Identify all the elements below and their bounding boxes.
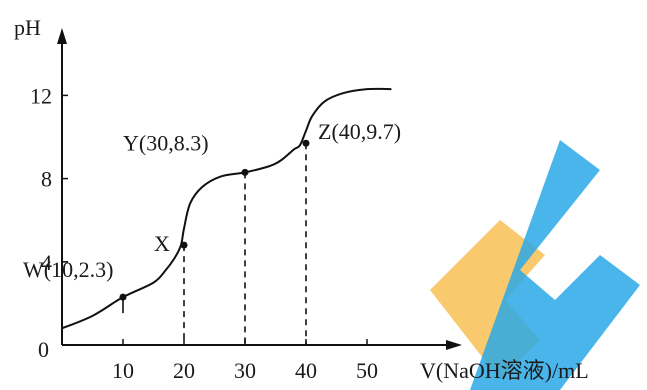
y-tick-label: 4 [41,250,52,275]
point-label: Y(30,8.3) [123,130,209,155]
axes: 10 20 30 40 50 4 8 12 [30,28,462,383]
x-axis-arrow [446,340,462,350]
y-tick-label: 8 [41,167,52,192]
data-point [302,139,310,147]
y-tick-label: 12 [30,83,52,108]
dashed-guides [122,143,307,345]
origin-label: 0 [38,337,49,362]
titration-curve [61,87,392,330]
data-point [241,168,249,176]
marked-points: W(10,2.3) X Y(30,8.3) Z(40,9.7) [23,119,401,301]
watermark-logo [430,140,640,390]
y-axis-label: pH [14,15,41,40]
y-axis-arrow [57,28,67,44]
x-axis-label: V(NaOH溶液)/mL [420,358,589,383]
x-tick-label: 20 [173,358,195,383]
data-point [180,241,188,249]
point-label: W(10,2.3) [23,257,113,282]
point-label: Z(40,9.7) [318,119,401,144]
point-label: X [154,231,170,256]
x-tick-label: 40 [295,358,317,383]
x-tick-label: 30 [234,358,256,383]
x-tick-label: 10 [112,358,134,383]
data-point [119,293,127,301]
x-tick-label: 50 [356,358,378,383]
